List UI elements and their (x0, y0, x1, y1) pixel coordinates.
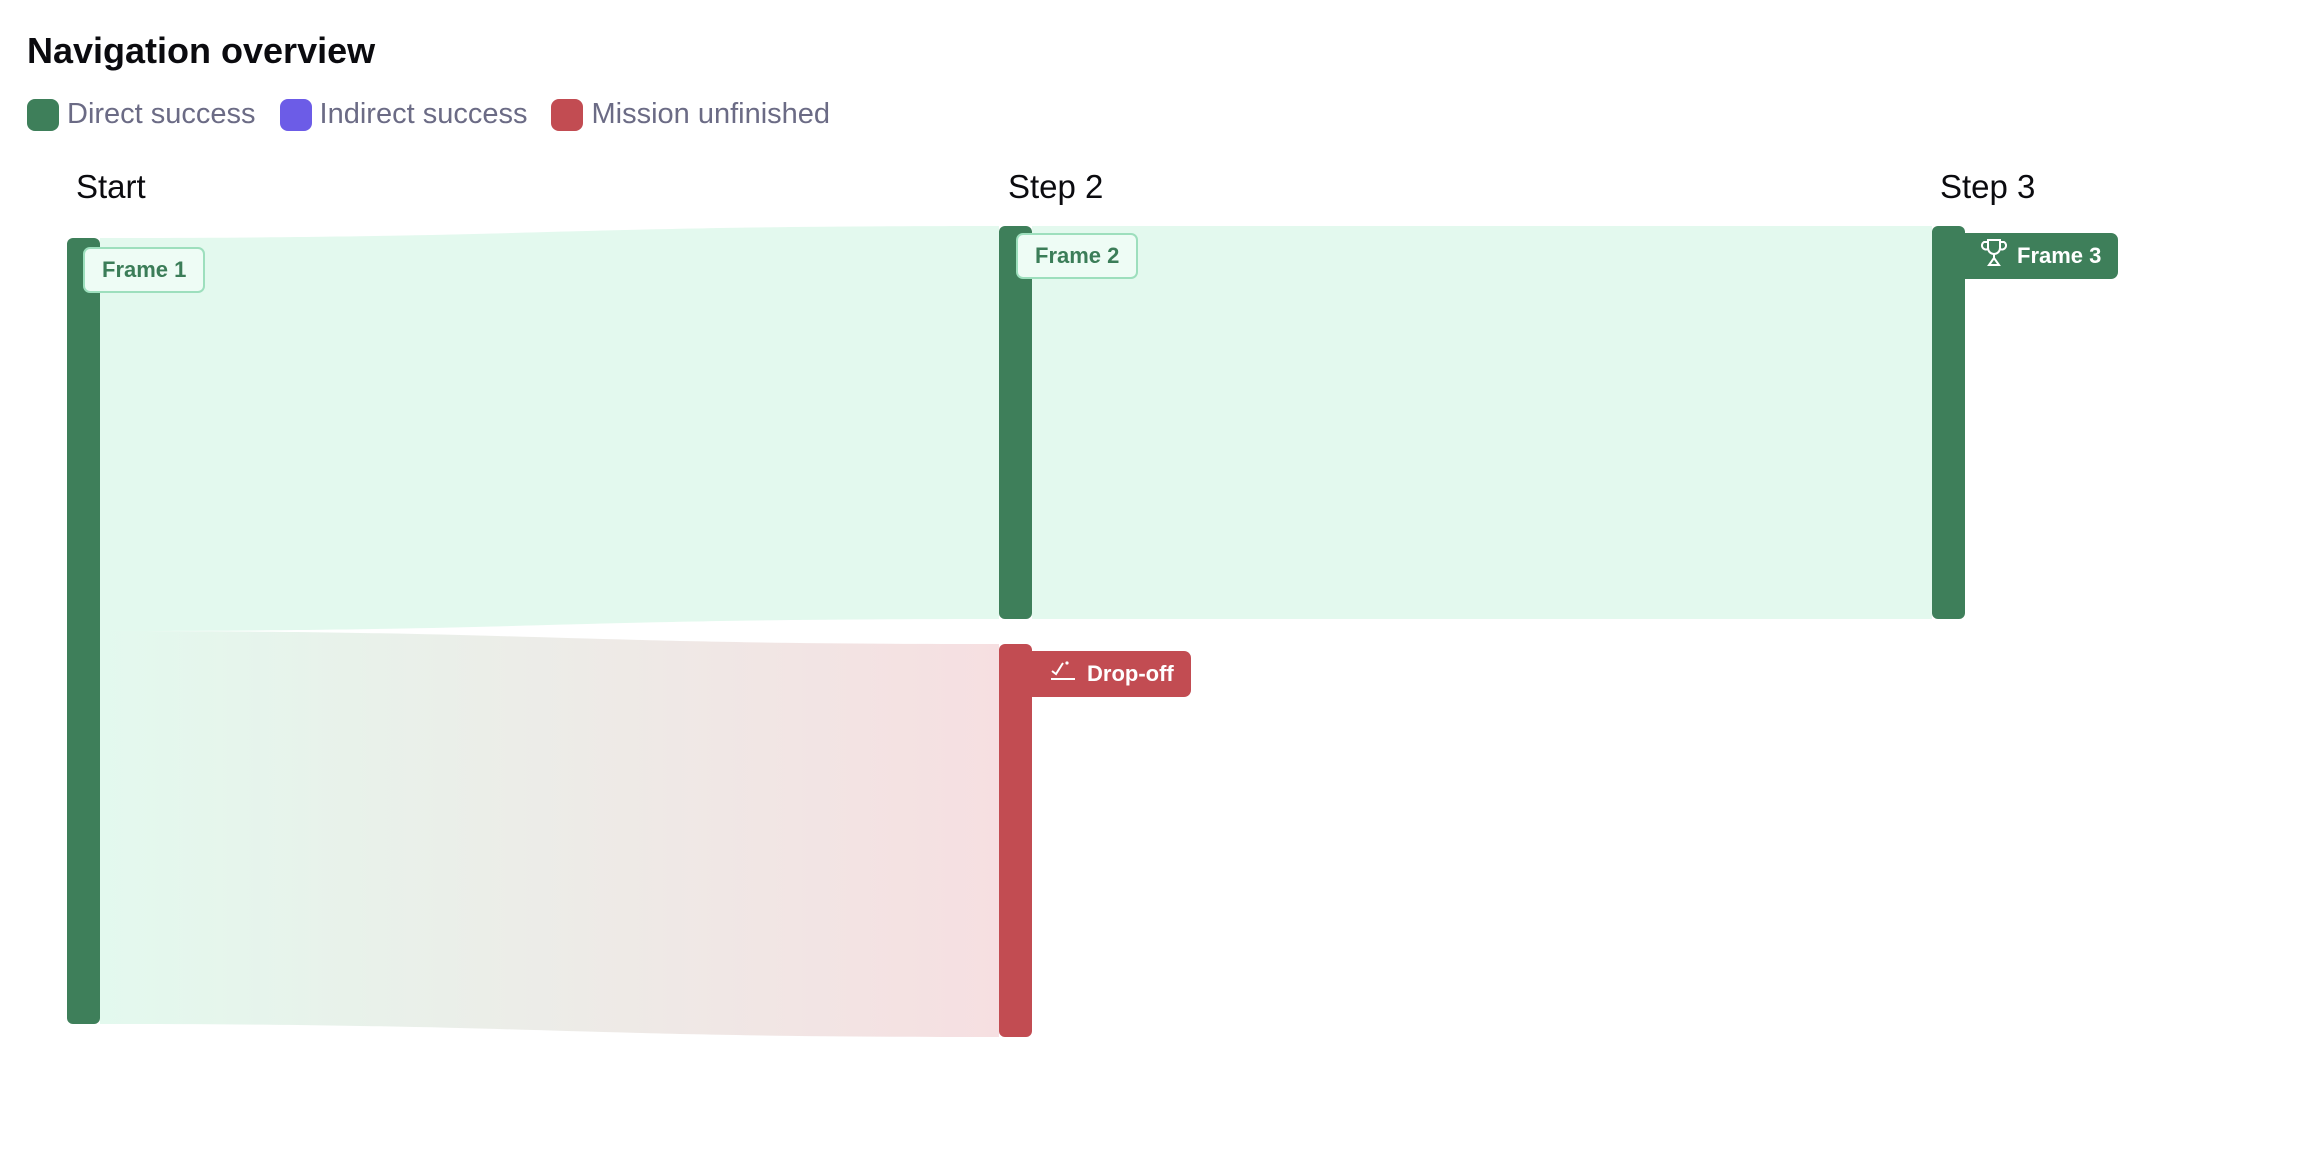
step-label-start: Start (76, 168, 146, 205)
step-label-step-2: Step 2 (1008, 168, 1104, 205)
node-bar-dropoff[interactable] (999, 644, 1032, 1037)
flow-frame1-to-frame2[interactable] (100, 226, 999, 631)
legend-item-indirect-success: Indirect success (279, 98, 528, 131)
node-bar-frame3[interactable] (1932, 226, 1965, 619)
flow-frame1-to-dropoff[interactable] (100, 631, 999, 1037)
legend-item-mission-unfinished: Mission unfinished (551, 98, 830, 131)
node-label-frame-2[interactable]: Frame 2 (1016, 233, 1139, 279)
node-label-text: Frame 3 (2017, 243, 2102, 268)
trophy-icon (1981, 238, 2007, 274)
node-bar-frame1[interactable] (67, 238, 100, 1024)
node-label-drop-off[interactable]: Drop-off (1032, 651, 1191, 697)
node-label-text: Frame 2 (1035, 243, 1120, 268)
legend-label: Indirect success (319, 98, 528, 130)
node-label-frame-1[interactable]: Frame 1 (83, 247, 206, 293)
flow-frame2-to-frame3[interactable] (1032, 226, 1932, 619)
legend-item-direct-success: Direct success (27, 98, 256, 131)
drop-off-icon (1049, 659, 1077, 689)
legend-swatch (27, 98, 59, 131)
legend-swatch (279, 98, 312, 131)
node-label-text: Drop-off (1087, 661, 1174, 686)
step-label-step-3: Step 3 (1940, 168, 2036, 205)
legend-swatch (551, 98, 584, 131)
node-bar-frame2[interactable] (999, 226, 1032, 619)
legend-label: Direct success (67, 98, 256, 130)
node-label-text: Frame 1 (102, 257, 187, 282)
node-label-frame-3[interactable]: Frame 3 (1964, 233, 2119, 279)
legend: Direct success Indirect success Mission … (27, 98, 830, 131)
legend-label: Mission unfinished (591, 98, 831, 130)
page-title: Navigation overview (27, 30, 376, 71)
